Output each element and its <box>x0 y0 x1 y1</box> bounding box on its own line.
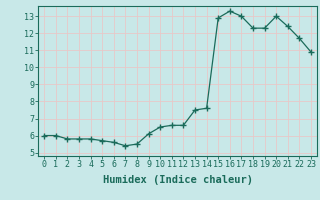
X-axis label: Humidex (Indice chaleur): Humidex (Indice chaleur) <box>103 175 252 185</box>
